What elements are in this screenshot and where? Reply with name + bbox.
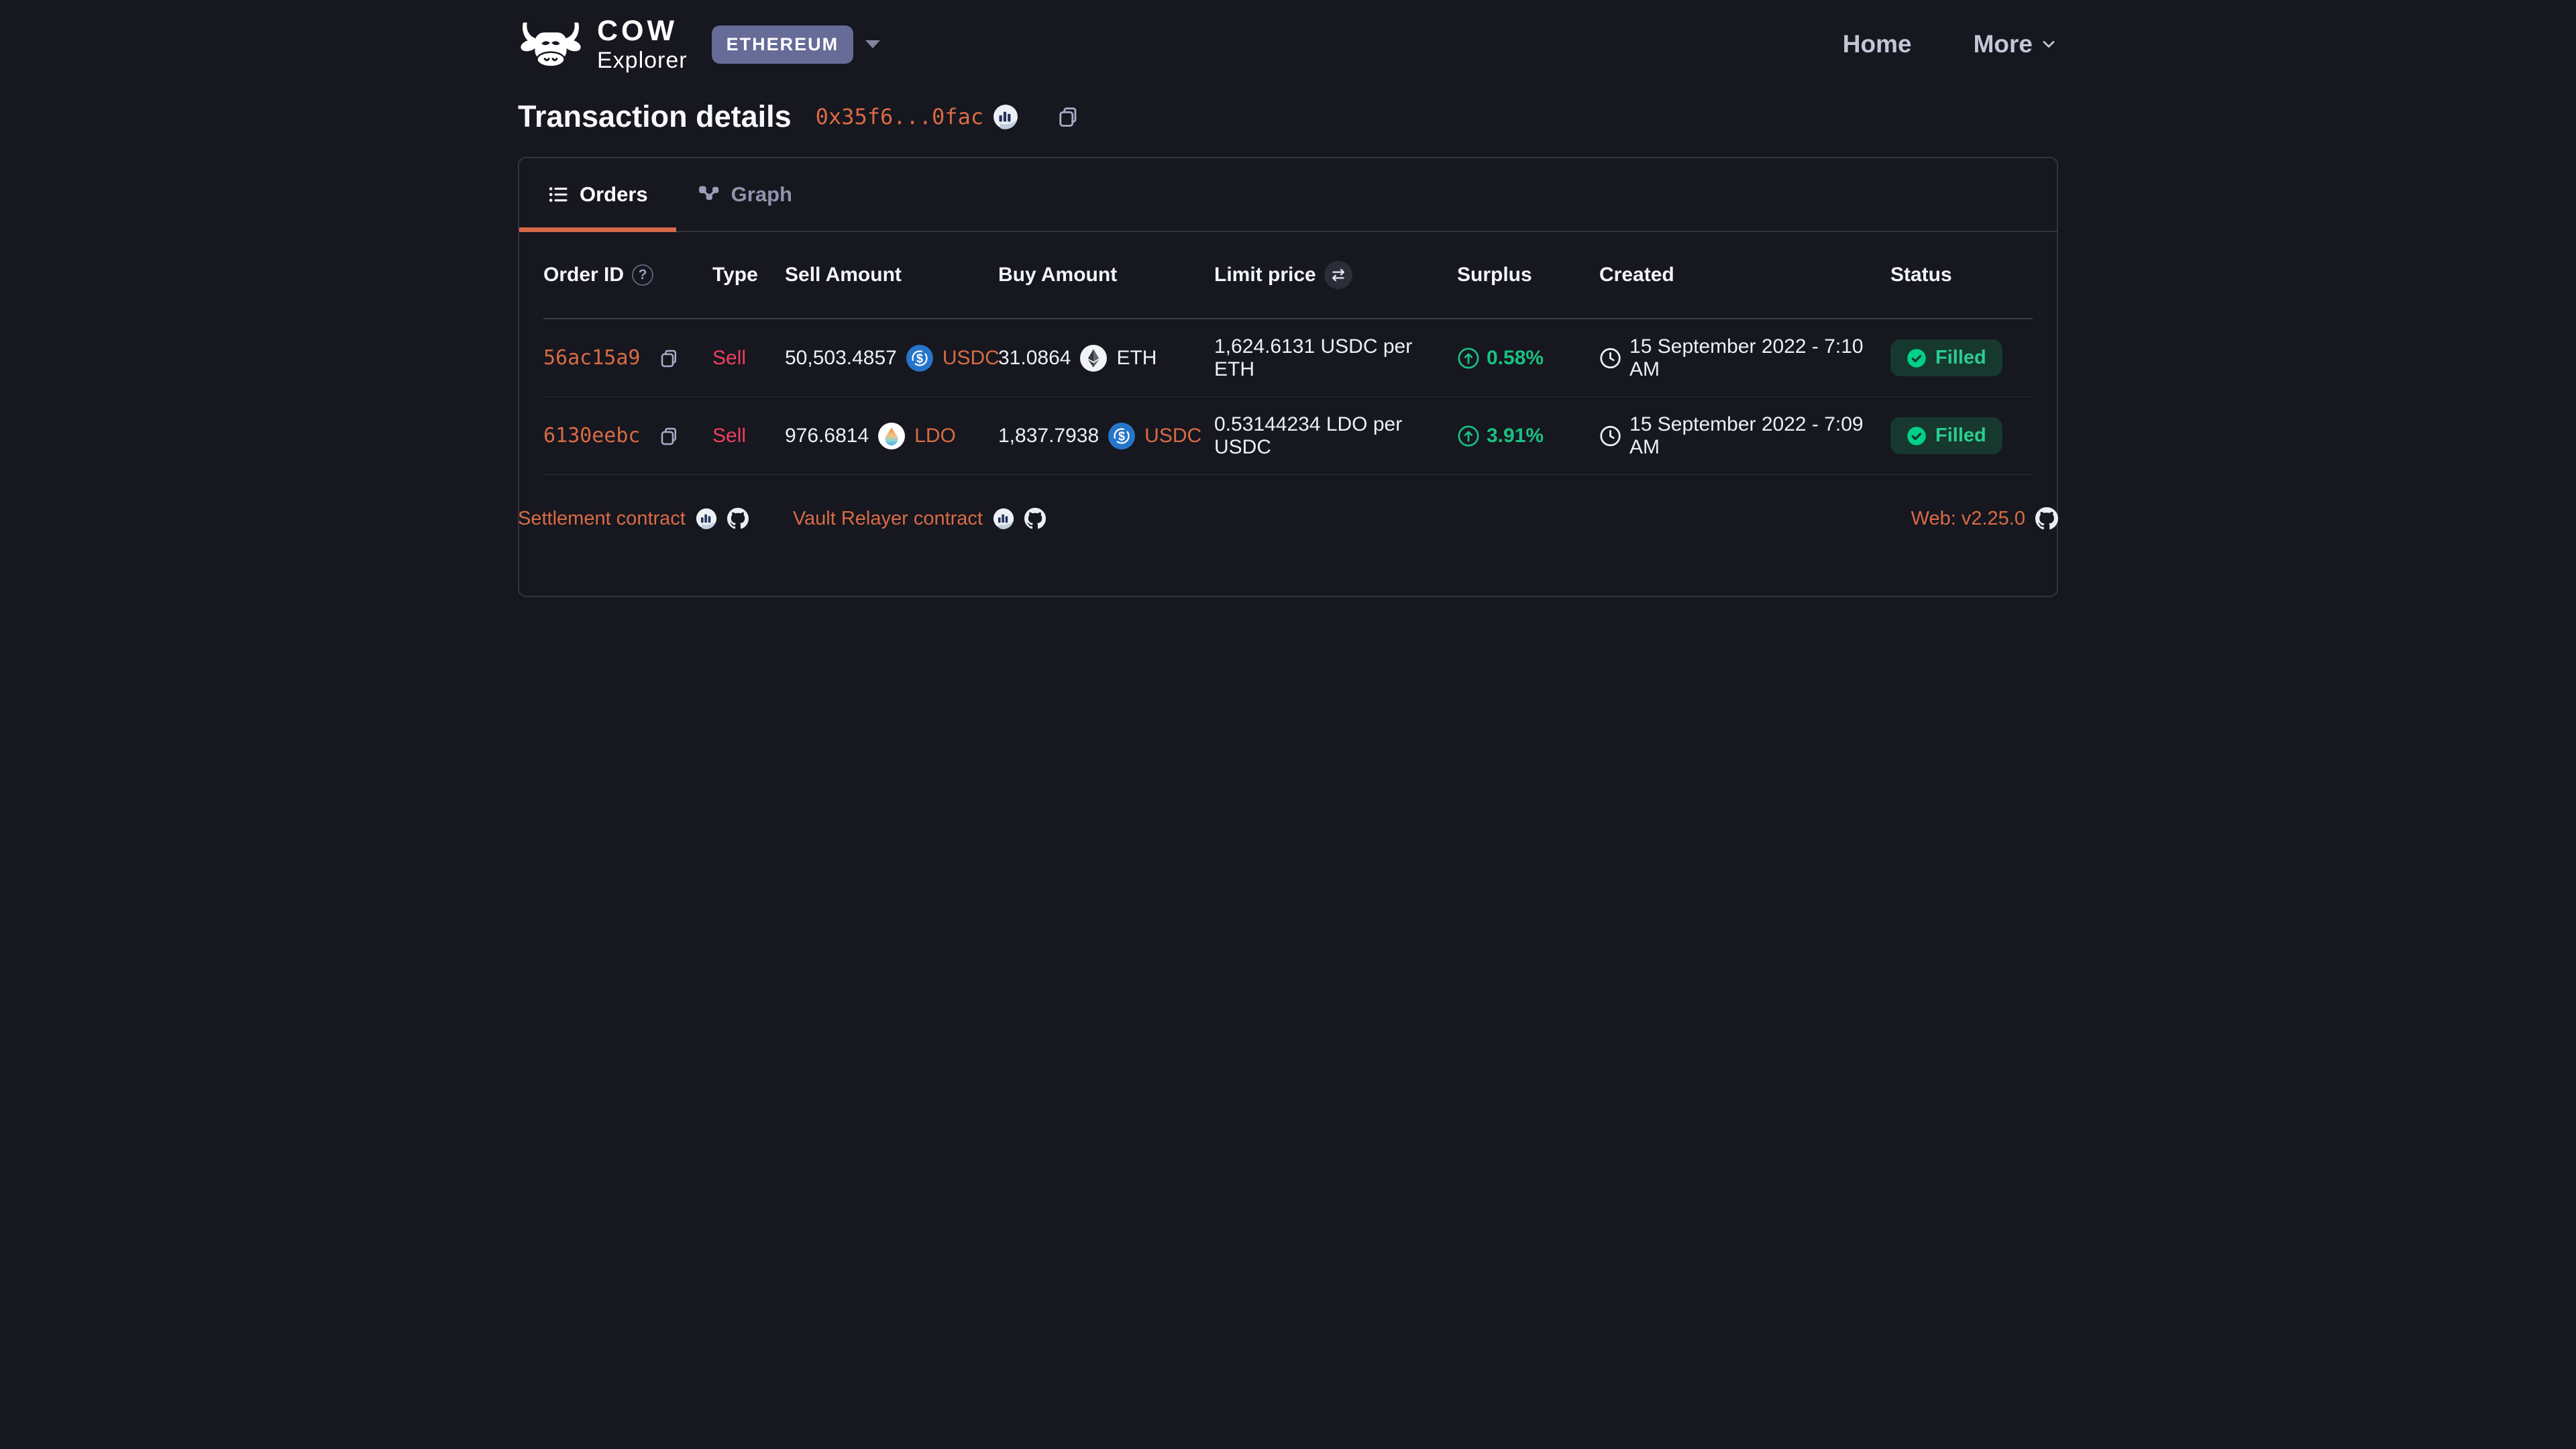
order-id-link[interactable]: 6130eebc bbox=[543, 424, 641, 447]
help-icon[interactable]: ? bbox=[632, 264, 654, 286]
title-row: Transaction details 0x35f6...0fac bbox=[518, 99, 2058, 134]
sell-amount-value: 976.6814 bbox=[785, 424, 869, 447]
network-caret-icon bbox=[865, 40, 881, 48]
status-label: Filled bbox=[1935, 347, 1986, 368]
column-header-limit-price: Limit price bbox=[1214, 264, 1316, 286]
surplus-value: 0.58% bbox=[1487, 346, 1544, 369]
nav-home[interactable]: Home bbox=[1842, 30, 1912, 58]
network-badge[interactable]: ETHEREUM bbox=[711, 25, 854, 64]
swap-arrows-icon[interactable] bbox=[1324, 261, 1352, 289]
sell-token-link[interactable]: LDO bbox=[914, 424, 956, 447]
etherscan-icon[interactable] bbox=[696, 508, 717, 529]
brand-line2: Explorer bbox=[597, 48, 688, 73]
column-header-order-id: Order ID bbox=[543, 264, 625, 286]
cow-icon bbox=[521, 22, 581, 67]
copy-icon[interactable] bbox=[1056, 105, 1080, 129]
column-header-status: Status bbox=[1890, 264, 1952, 286]
column-header-type: Type bbox=[712, 264, 758, 286]
limit-price: 1,624.6131 USDC per ETH bbox=[1214, 335, 1413, 380]
usdc-icon: $ bbox=[1108, 422, 1136, 449]
orders-list-icon bbox=[549, 187, 568, 202]
etherscan-icon[interactable] bbox=[993, 508, 1014, 529]
svg-text:$: $ bbox=[1118, 429, 1125, 443]
copy-icon[interactable] bbox=[658, 425, 680, 447]
github-icon[interactable] bbox=[2035, 507, 2058, 530]
web-version-link[interactable]: Web: v2.25.0 bbox=[1911, 507, 2025, 529]
limit-price: 0.53144234 LDO per USDC bbox=[1214, 413, 1403, 458]
nav-more[interactable]: More bbox=[1974, 30, 2058, 58]
clock-icon bbox=[1600, 425, 1621, 446]
page-title: Transaction details bbox=[518, 99, 792, 133]
orders-panel: Orders Graph Order ID ? Type S bbox=[518, 157, 2058, 597]
tab-orders-label: Orders bbox=[580, 182, 648, 206]
github-icon[interactable] bbox=[727, 508, 749, 529]
vault-relayer-contract-link[interactable]: Vault Relayer contract bbox=[792, 507, 983, 529]
sell-token-link[interactable]: USDC bbox=[942, 346, 1000, 369]
tab-graph[interactable]: Graph bbox=[679, 158, 811, 231]
surplus-value: 3.91% bbox=[1487, 424, 1544, 447]
nav-more-label: More bbox=[1973, 30, 2033, 58]
copy-icon[interactable] bbox=[658, 347, 680, 369]
buy-token-link[interactable]: USDC bbox=[1144, 424, 1202, 447]
status-badge: Filled bbox=[1890, 339, 2002, 376]
etherscan-icon[interactable] bbox=[993, 104, 1018, 129]
chevron-down-icon bbox=[2043, 41, 2055, 48]
tab-bar: Orders Graph bbox=[519, 158, 2057, 232]
check-circle-icon bbox=[1907, 348, 1926, 368]
table-row: 6130eebc Sell 976.6814 bbox=[543, 397, 2033, 475]
tab-orders[interactable]: Orders bbox=[519, 158, 676, 232]
status-badge: Filled bbox=[1890, 417, 2002, 454]
sell-amount-value: 50,503.4857 bbox=[785, 346, 897, 369]
column-header-created: Created bbox=[1599, 264, 1674, 286]
graph-icon bbox=[698, 186, 718, 200]
settlement-contract-link[interactable]: Settlement contract bbox=[518, 507, 686, 529]
created-date: 15 September 2022 - 7:10 AM bbox=[1629, 335, 1864, 380]
orders-table: Order ID ? Type Sell Amount Buy Amount L… bbox=[543, 232, 2033, 475]
column-header-sell-amount: Sell Amount bbox=[785, 264, 902, 286]
table-header-row: Order ID ? Type Sell Amount Buy Amount L… bbox=[543, 232, 2033, 319]
ldo-icon bbox=[878, 422, 906, 449]
check-circle-icon bbox=[1907, 426, 1926, 445]
surplus-up-icon bbox=[1458, 425, 1479, 447]
cow-explorer-logo[interactable]: COW Explorer bbox=[518, 17, 688, 72]
brand-wordmark: COW Explorer bbox=[597, 17, 688, 72]
footer: Settlement contract bbox=[518, 507, 2058, 530]
top-bar: COW Explorer ETHEREUM Home More bbox=[518, 0, 2058, 72]
surplus-up-icon bbox=[1458, 347, 1479, 369]
order-id-link[interactable]: 56ac15a9 bbox=[543, 346, 641, 370]
buy-token-label: ETH bbox=[1116, 346, 1157, 369]
network-selector[interactable]: ETHEREUM bbox=[711, 25, 882, 64]
brand-line1: COW bbox=[597, 15, 678, 47]
main-nav: Home More bbox=[1843, 30, 2058, 58]
order-type: Sell bbox=[712, 424, 747, 447]
order-type: Sell bbox=[712, 346, 747, 369]
column-header-buy-amount: Buy Amount bbox=[998, 264, 1118, 286]
status-label: Filled bbox=[1935, 425, 1986, 446]
eth-icon bbox=[1080, 344, 1108, 372]
buy-amount-value: 1,837.7938 bbox=[998, 424, 1099, 447]
tab-graph-label: Graph bbox=[731, 182, 792, 206]
github-icon[interactable] bbox=[1024, 508, 1046, 529]
buy-amount-value: 31.0864 bbox=[998, 346, 1071, 369]
table-row: 56ac15a9 Sell 50,503.4857 $ bbox=[543, 319, 2033, 397]
column-header-surplus: Surplus bbox=[1457, 264, 1532, 286]
usdc-icon: $ bbox=[906, 344, 933, 372]
clock-icon bbox=[1600, 347, 1621, 368]
tx-hash-link[interactable]: 0x35f6...0fac bbox=[815, 104, 984, 129]
svg-text:$: $ bbox=[916, 352, 923, 365]
created-date: 15 September 2022 - 7:09 AM bbox=[1629, 413, 1864, 458]
